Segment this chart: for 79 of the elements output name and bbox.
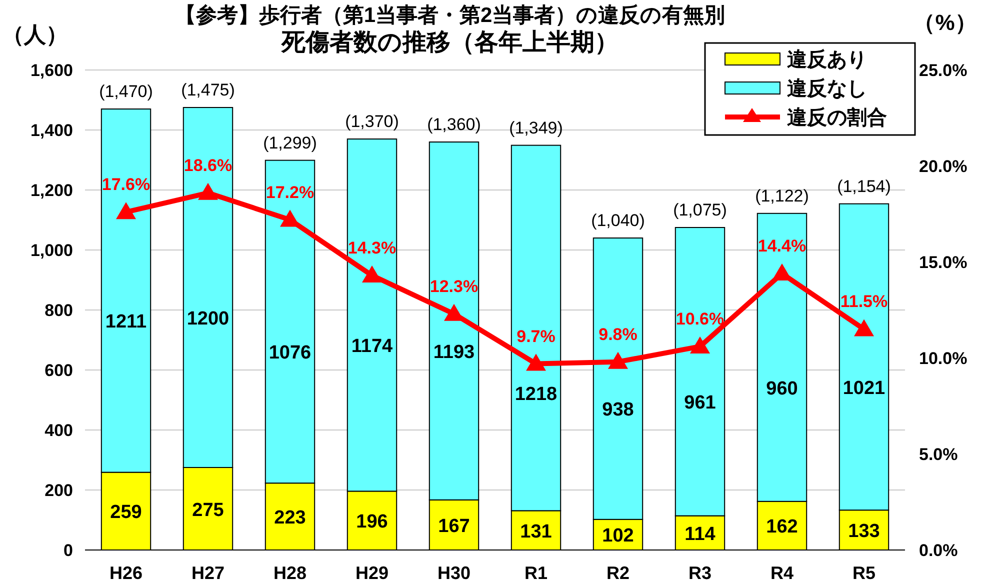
- data-label: 1218: [514, 384, 558, 405]
- data-label: 10.6%: [676, 309, 724, 328]
- y-tick-label: 600: [44, 361, 73, 380]
- data-label: 114: [684, 524, 716, 545]
- legend-label: 違反なし: [787, 77, 867, 100]
- y2-tick-label: 25.0%: [919, 61, 968, 80]
- x-tick-label: R5: [852, 563, 876, 583]
- data-label: 275: [192, 500, 224, 521]
- y2-tick-label: 0.0%: [919, 541, 958, 560]
- total-label: (1,349): [509, 118, 563, 138]
- y2-tick-label: 10.0%: [919, 349, 968, 368]
- y-tick-label: 1,000: [30, 241, 73, 260]
- y2-tick-label: 5.0%: [919, 445, 958, 464]
- point: [116, 202, 136, 220]
- total-label: (1,475): [181, 80, 235, 100]
- point: [608, 352, 628, 369]
- x-tick-label: R2: [606, 563, 630, 583]
- y-tick-label: 1,200: [30, 181, 73, 200]
- total-label: (1,360): [427, 115, 481, 134]
- point: [690, 336, 710, 354]
- data-label: 131: [520, 521, 552, 542]
- y2-tick-label: 15.0%: [919, 253, 968, 272]
- data-label: 11.5%: [840, 292, 888, 312]
- point: [854, 319, 874, 336]
- data-label: 102: [602, 526, 634, 547]
- data-label: 259: [110, 502, 142, 524]
- data-label: 1211: [105, 312, 148, 333]
- x-tick-label: H27: [191, 563, 225, 583]
- point: [526, 354, 546, 371]
- total-label: (1,370): [345, 112, 399, 131]
- x-tick-label: R1: [524, 563, 548, 583]
- data-label: 9.8%: [598, 324, 638, 344]
- data-label: 1021: [842, 378, 886, 399]
- total-label: (1,299): [263, 133, 317, 152]
- data-label: 961: [684, 392, 716, 414]
- point: [362, 265, 382, 282]
- data-label: 133: [848, 521, 880, 542]
- y2-axis-title: （%）: [913, 10, 977, 35]
- data-label: 196: [356, 512, 388, 533]
- y2-tick-label: 20.0%: [919, 157, 968, 176]
- y-tick-label: 1,600: [30, 61, 73, 80]
- total-label: (1,040): [591, 211, 645, 230]
- y-axis-title: （人）: [2, 22, 68, 47]
- y-tick-label: 400: [44, 421, 73, 440]
- data-label: 9.7%: [516, 326, 556, 346]
- x-tick-label: H26: [109, 563, 143, 583]
- y-tick-label: 1,400: [30, 121, 73, 140]
- data-label: 938: [602, 400, 634, 421]
- data-label: 1200: [186, 308, 230, 330]
- chart-subtitle: 死傷者数の推移（各年上半期）: [280, 29, 618, 56]
- x-tick-label: H30: [437, 563, 471, 583]
- data-label: 1076: [268, 342, 312, 364]
- chart-title: 【参考】歩行者（第1当事者・第2当事者）の違反の有無別: [174, 3, 726, 27]
- data-label: 14.3%: [348, 238, 396, 258]
- data-label: 14.4%: [758, 236, 806, 256]
- data-label: 12.3%: [430, 276, 478, 296]
- data-label: 960: [766, 378, 798, 400]
- data-label: 18.6%: [184, 156, 232, 175]
- total-label: (1,122): [755, 186, 809, 206]
- y-tick-label: 0: [64, 541, 73, 560]
- total-label: (1,154): [837, 176, 891, 196]
- data-label: 17.2%: [266, 182, 314, 202]
- x-tick-label: H28: [273, 563, 307, 583]
- y-tick-label: 200: [44, 481, 73, 500]
- data-label: 1174: [351, 336, 394, 358]
- legend-label: 違反の割合: [787, 106, 887, 129]
- data-label: 1193: [433, 342, 475, 363]
- x-tick-label: R3: [688, 563, 712, 583]
- data-label: 223: [274, 508, 306, 529]
- data-label: 162: [766, 516, 798, 538]
- total-label: (1,470): [99, 82, 153, 101]
- y-tick-label: 800: [44, 301, 73, 320]
- data-label: 17.6%: [102, 175, 150, 194]
- x-tick-label: H29: [355, 563, 389, 583]
- x-tick-label: R4: [770, 563, 794, 583]
- point: [198, 182, 218, 200]
- total-label: (1,075): [673, 200, 727, 220]
- data-label: 167: [438, 516, 470, 537]
- legend-label: 違反あり: [787, 48, 867, 71]
